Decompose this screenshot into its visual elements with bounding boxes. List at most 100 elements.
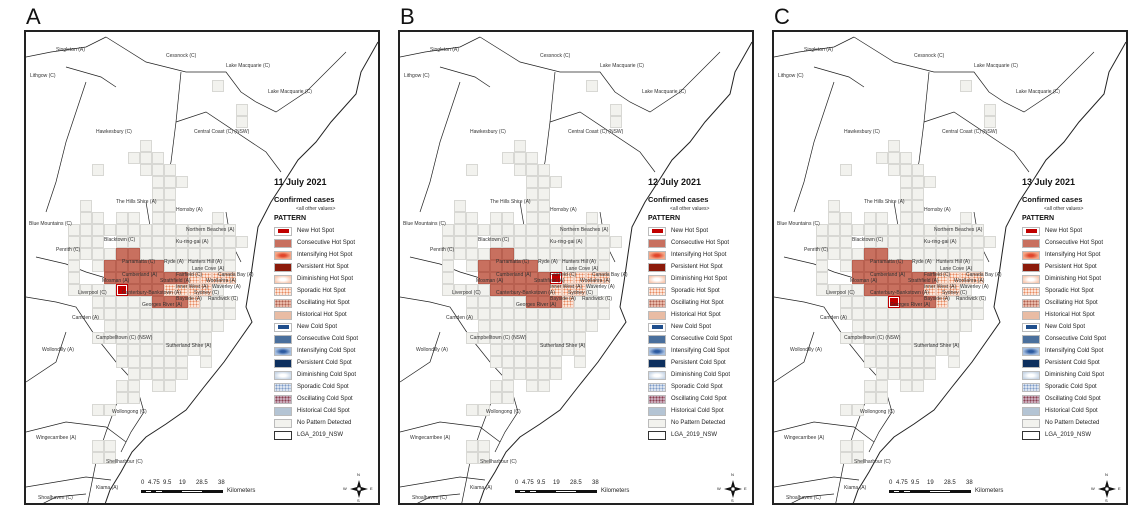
- lga-label: Lake Macquarie (C): [268, 89, 312, 95]
- grid-cell-no-pattern: [128, 212, 140, 224]
- grid-cell-no-pattern: [936, 320, 948, 332]
- legend-label: Historical Cold Spot: [297, 407, 350, 414]
- grid-cell-consecutive-hot: [478, 272, 490, 284]
- scale-segment: [576, 490, 597, 493]
- grid-cell-no-pattern: [104, 404, 116, 416]
- lga-label: Wollondilly (A): [416, 347, 448, 353]
- grid-cell-no-pattern: [538, 164, 550, 176]
- grid-cell-new-hot: [888, 296, 900, 308]
- legend-swatch: [274, 322, 292, 332]
- grid-cell-no-pattern: [586, 80, 598, 92]
- grid-cell-no-pattern: [104, 452, 116, 464]
- legend-item-new-hot: New Hot Spot: [1022, 225, 1126, 237]
- grid-cell-no-pattern: [900, 308, 912, 320]
- grid-cell-no-pattern: [164, 320, 176, 332]
- grid-cell-no-pattern: [888, 248, 900, 260]
- grid-cell-no-pattern: [478, 332, 490, 344]
- grid-cell-no-pattern: [514, 140, 526, 152]
- legend-swatch: [1022, 322, 1040, 332]
- lga-label: Shellharbour (C): [480, 459, 517, 465]
- grid-cell-no-pattern: [840, 260, 852, 272]
- grid-cell-consecutive-hot: [176, 296, 188, 308]
- grid-cell-no-pattern: [948, 248, 960, 260]
- grid-cell-no-pattern: [514, 236, 526, 248]
- grid-cell-no-pattern: [816, 260, 828, 272]
- legend: 11 July 2021 Confirmed cases <all other va…: [274, 177, 378, 441]
- legend-label: Sporadic Hot Spot: [297, 287, 346, 294]
- scale-unit: Kilometers: [227, 488, 256, 494]
- grid-cell-no-pattern: [550, 344, 562, 356]
- legend-label: Sporadic Hot Spot: [1045, 287, 1094, 294]
- legend-label: Sporadic Cold Spot: [297, 383, 349, 390]
- legend-item-persistent-hot: Persistent Hot Spot: [1022, 261, 1126, 273]
- legend-label: Intensifying Hot Spot: [1045, 251, 1101, 258]
- grid-cell-no-pattern: [562, 260, 574, 272]
- grid-cell-no-pattern: [574, 332, 586, 344]
- grid-cell-no-pattern: [526, 164, 538, 176]
- grid-cell-consecutive-hot: [550, 296, 562, 308]
- grid-cell-no-pattern: [176, 236, 188, 248]
- grid-cell-no-pattern: [200, 320, 212, 332]
- legend-swatch: [1022, 226, 1040, 236]
- legend-item-diminishing-cold: Diminishing Cold Spot: [274, 369, 378, 381]
- legend-label: Consecutive Hot Spot: [297, 239, 356, 246]
- grid-cell-no-pattern: [924, 356, 936, 368]
- grid-cell-no-pattern: [610, 116, 622, 128]
- grid-cell-no-pattern: [176, 260, 188, 272]
- lga-label: Singleton (A): [804, 47, 833, 53]
- grid-cell-no-pattern: [586, 296, 598, 308]
- legend-swatch: [648, 262, 666, 272]
- legend-item-lga: LGA_2019_NSW: [274, 429, 378, 441]
- grid-cell-no-pattern: [852, 404, 864, 416]
- grid-cell-no-pattern: [212, 284, 224, 296]
- lga-label: Lake Macquarie (C): [974, 63, 1018, 69]
- legend-heading: PATTERN: [648, 215, 681, 222]
- grid-cell-no-pattern: [212, 80, 224, 92]
- grid-cell-consecutive-hot: [864, 272, 876, 284]
- grid-cell-no-pattern: [538, 224, 550, 236]
- grid-cell-no-pattern: [514, 356, 526, 368]
- grid-cell-no-pattern: [466, 404, 478, 416]
- legend-label: Diminishing Cold Spot: [297, 371, 357, 378]
- scale-tick: 0: [889, 480, 893, 486]
- grid-cell-consecutive-hot: [490, 248, 502, 260]
- legend-swatch: [274, 346, 292, 356]
- legend-item-historical-cold: Historical Cold Spot: [274, 405, 378, 417]
- scale-tick: 9.5: [537, 480, 546, 486]
- lga-label: Ryde (A): [912, 259, 932, 265]
- grid-cell-no-pattern: [514, 224, 526, 236]
- legend-swatch: [274, 310, 292, 320]
- north-arrow-icon: N S E W: [343, 473, 373, 503]
- lga-label: Woollahra (A): [954, 278, 985, 284]
- grid-cell-no-pattern: [960, 236, 972, 248]
- compass-s: S: [357, 498, 360, 503]
- lga-label: Kiama (A): [844, 485, 867, 491]
- grid-cell-no-pattern: [442, 284, 454, 296]
- grid-cell-no-pattern: [960, 260, 972, 272]
- grid-cell-no-pattern: [876, 152, 888, 164]
- lga-label: The Hills Shire (A): [116, 199, 157, 205]
- grid-cell-no-pattern: [816, 272, 828, 284]
- grid-cell-no-pattern: [116, 296, 128, 308]
- grid-cell-no-pattern: [538, 212, 550, 224]
- grid-cell-no-pattern: [490, 296, 502, 308]
- lga-label: Fairfield (C): [924, 272, 951, 278]
- grid-cell-no-pattern: [152, 152, 164, 164]
- grid-cell-no-pattern: [586, 284, 598, 296]
- legend-item-oscillating-hot: Oscillating Hot Spot: [1022, 297, 1126, 309]
- lga-label: Sydney (C): [194, 290, 220, 296]
- grid-cell-no-pattern: [924, 368, 936, 380]
- grid-cell-no-pattern: [574, 320, 586, 332]
- grid-cell-no-pattern: [960, 308, 972, 320]
- legend-label: LGA_2019_NSW: [1045, 431, 1092, 438]
- grid-cell-consecutive-hot: [900, 284, 912, 296]
- legend-label: Diminishing Hot Spot: [297, 275, 354, 282]
- scale-segment: [162, 490, 182, 493]
- legend-item-no-pattern: No Pattern Detected: [1022, 417, 1126, 429]
- legend-swatch: [648, 250, 666, 260]
- lga-label: Penrith (C): [804, 247, 829, 253]
- grid-cell-no-pattern: [490, 344, 502, 356]
- legend-label: Persistent Hot Spot: [297, 263, 349, 270]
- lga-label: Hunters Hill (A): [936, 259, 970, 265]
- grid-cell-sporadic-hot: [188, 284, 200, 296]
